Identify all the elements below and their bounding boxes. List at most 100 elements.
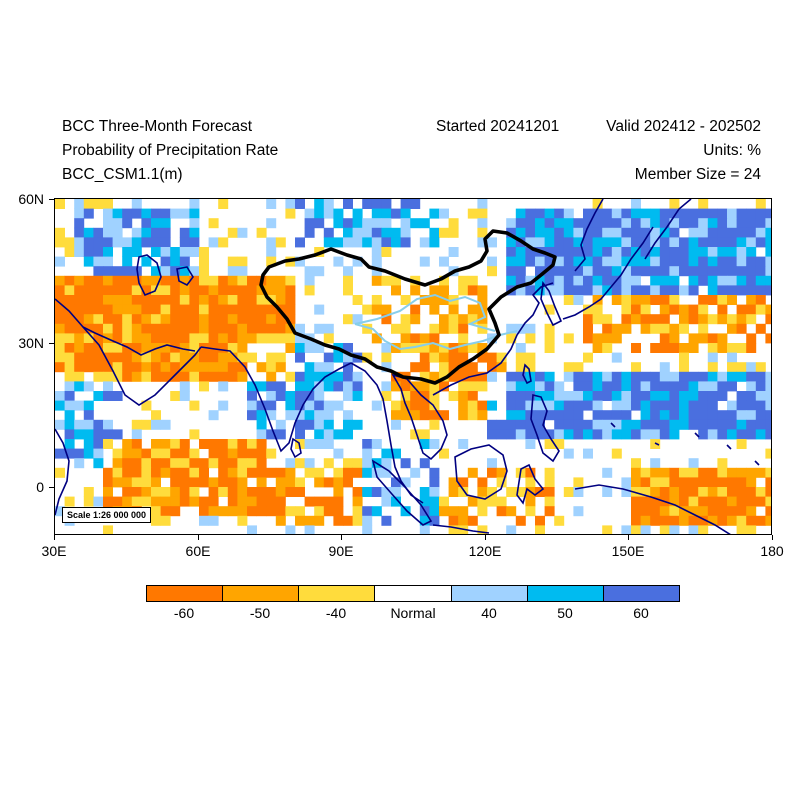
grid-cell xyxy=(122,275,133,286)
grid-cell xyxy=(429,208,440,219)
grid-cell xyxy=(736,343,747,353)
taiwan xyxy=(522,363,532,385)
grid-cell xyxy=(592,266,603,277)
grid-cell xyxy=(688,304,699,315)
grid-cell xyxy=(717,419,728,430)
grid-cell xyxy=(621,208,632,219)
grid-cell xyxy=(458,285,469,296)
grid-cell xyxy=(74,304,85,315)
lon-tick xyxy=(340,535,342,540)
lon-tick xyxy=(197,535,199,540)
grid-cell xyxy=(592,333,603,344)
grid-cell xyxy=(400,391,411,401)
grid-cell xyxy=(247,439,257,449)
grid-cell xyxy=(707,467,718,478)
grid-cell xyxy=(506,266,517,277)
grid-cell xyxy=(583,419,593,430)
grid-cell xyxy=(83,208,94,219)
grid-cell xyxy=(602,314,613,325)
grid-cell xyxy=(141,256,152,267)
grid-cell xyxy=(170,477,181,488)
grid-cell xyxy=(151,323,161,334)
grid-cell xyxy=(189,247,200,257)
grid-cell xyxy=(371,467,382,478)
grid-cell xyxy=(93,266,104,277)
grid-cell xyxy=(122,247,133,257)
grid-cell xyxy=(679,391,689,401)
grid-cell xyxy=(275,381,286,392)
grid-cell xyxy=(391,448,401,459)
grid-cell xyxy=(727,467,737,478)
grid-cell xyxy=(487,352,497,363)
grid-cell xyxy=(631,419,641,430)
sumatra xyxy=(371,459,433,526)
grid-cell xyxy=(650,227,661,238)
grid-cell xyxy=(506,247,517,257)
grid-cell xyxy=(727,496,737,507)
grid-cell xyxy=(141,208,152,219)
grid-cell xyxy=(727,208,737,219)
grid-cell xyxy=(304,496,315,507)
grid-cell xyxy=(218,362,229,373)
grid-cell xyxy=(515,266,526,277)
grid-cell xyxy=(160,448,171,459)
grid-cell xyxy=(131,343,142,353)
grid-cell xyxy=(64,304,75,315)
grid-cell xyxy=(631,304,641,315)
grid-cell xyxy=(439,448,449,459)
grid-cell xyxy=(554,218,565,229)
grid-cell xyxy=(659,295,670,305)
grid-cell xyxy=(429,323,440,334)
grid-cell xyxy=(170,439,181,449)
grid-cell xyxy=(179,352,190,363)
grid-cell xyxy=(199,506,209,517)
grid-cell xyxy=(141,237,152,248)
grid-cell xyxy=(611,400,622,411)
grid-cell xyxy=(765,333,771,344)
grid-cell xyxy=(247,487,257,497)
grid-cell xyxy=(602,323,613,334)
grid-cell xyxy=(679,218,689,229)
grid-cell xyxy=(64,381,75,392)
grid-cell xyxy=(304,515,315,526)
grid-cell xyxy=(650,275,661,286)
grid-cell xyxy=(535,218,545,229)
grid-cell xyxy=(419,362,430,373)
grid-cell xyxy=(103,199,113,209)
grid-cell xyxy=(333,477,344,488)
grid-cell xyxy=(669,304,680,315)
grid-cell xyxy=(189,333,200,344)
grid-cell xyxy=(410,218,421,229)
grid-cell xyxy=(179,496,190,507)
grid-cell xyxy=(333,496,344,507)
lon-tick xyxy=(627,535,629,540)
grid-cell xyxy=(631,208,641,219)
grid-cell xyxy=(573,256,584,267)
grid-cell xyxy=(707,295,718,305)
grid-cell xyxy=(487,487,497,497)
grid-cell xyxy=(515,381,526,392)
grid-cell xyxy=(621,285,632,296)
grid-cell xyxy=(602,208,613,219)
grid-cell xyxy=(131,371,142,382)
grid-cell xyxy=(131,429,142,440)
grid-cell xyxy=(112,352,123,363)
grid-cell xyxy=(295,256,305,267)
grid-cell xyxy=(237,371,248,382)
lat-label-30n: 30N xyxy=(18,335,44,351)
grid-cell xyxy=(160,343,171,353)
grid-cell xyxy=(218,352,229,363)
grid-cell xyxy=(179,208,190,219)
grid-cell xyxy=(592,410,603,421)
grid-cell xyxy=(131,477,142,488)
yellow-river xyxy=(354,293,496,332)
grid-cell xyxy=(103,419,113,430)
grid-cell xyxy=(544,400,555,411)
grid-cell xyxy=(247,323,257,334)
grid-cell xyxy=(688,381,699,392)
grid-cell xyxy=(304,208,315,219)
grid-cell xyxy=(323,371,334,382)
grid-cell xyxy=(170,496,181,507)
grid-cell xyxy=(122,458,133,469)
grid-cell xyxy=(746,400,757,411)
